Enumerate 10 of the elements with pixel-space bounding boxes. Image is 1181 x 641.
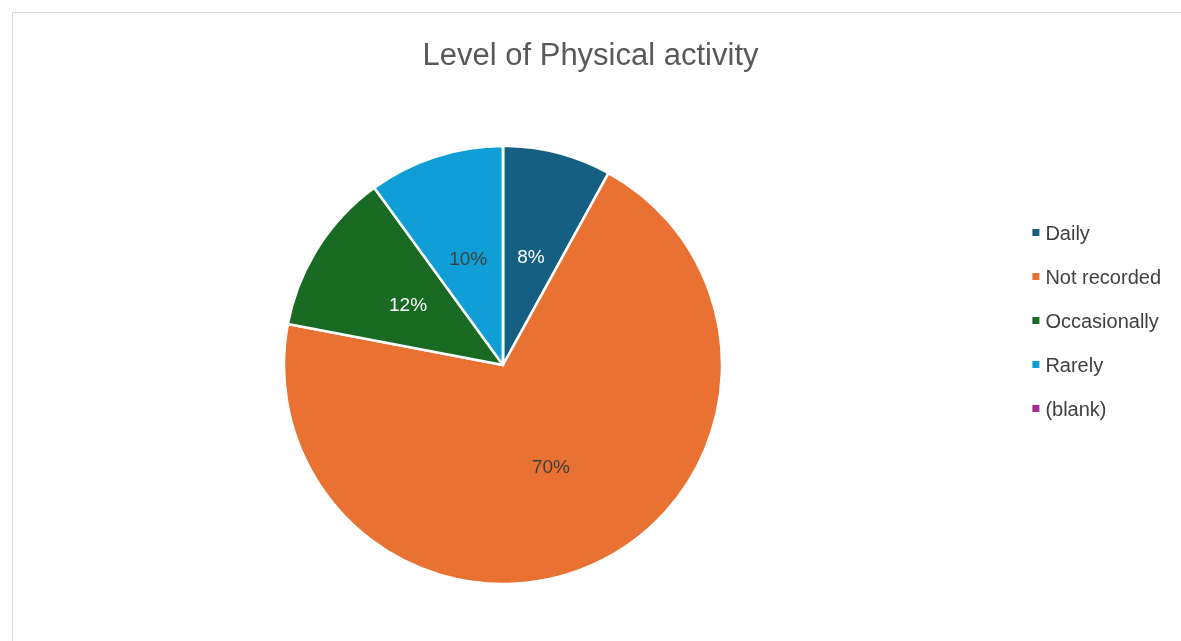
data-label: 10% xyxy=(449,247,488,269)
legend-label: Rarely xyxy=(1045,353,1104,376)
legend-label: Daily xyxy=(1045,221,1090,244)
data-label: 12% xyxy=(389,294,428,316)
data-label: 8% xyxy=(517,245,545,267)
chart-title: Level of Physical activity xyxy=(422,37,759,72)
legend-label: Not recorded xyxy=(1045,265,1162,288)
legend-label: (blank) xyxy=(1045,397,1107,420)
data-label: 70% xyxy=(531,456,571,478)
legend-label: Occasionally xyxy=(1045,309,1159,332)
